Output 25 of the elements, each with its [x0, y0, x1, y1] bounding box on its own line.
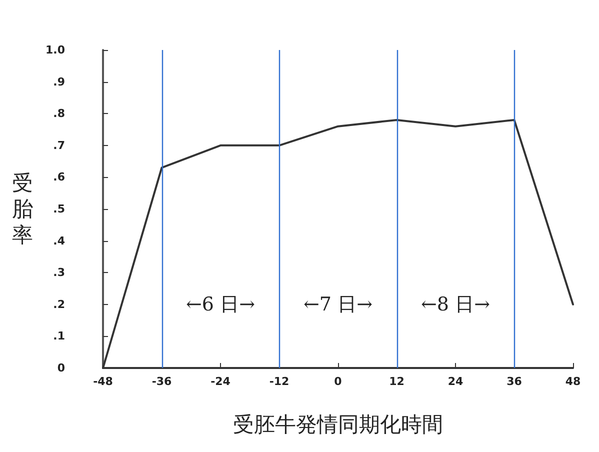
annotation: ←6 日→	[186, 293, 256, 316]
y-tick-label: .7	[53, 138, 65, 152]
y-tick-label: 0	[57, 362, 66, 374]
y-tick-label: .5	[53, 202, 65, 216]
x-tick-label: -36	[152, 375, 172, 388]
annotation: ←8 日→	[421, 293, 490, 316]
y-tick-label: .3	[53, 266, 65, 280]
x-tick-label: 24	[448, 375, 464, 388]
y-tick-label: 1.0	[46, 44, 66, 56]
x-tick-label: 36	[506, 375, 522, 388]
y-tick-label: .6	[53, 170, 66, 184]
x-tick-label: -48	[93, 375, 113, 388]
annotation: ←7 日→	[304, 293, 373, 316]
x-tick-label: 0	[334, 375, 342, 388]
x-tick-label: 12	[389, 375, 404, 388]
y-tick-label: .9	[53, 75, 65, 88]
y-tick-label: .8	[53, 107, 65, 120]
y-tick-label: .1	[53, 330, 65, 343]
y-tick-label: .4	[53, 234, 66, 248]
x-axis-title: 受胚牛発情同期化時間	[233, 412, 443, 436]
x-tick-label: -24	[210, 375, 231, 388]
x-tick-label: -12	[269, 375, 290, 388]
y-tick-label: .2	[53, 298, 65, 311]
y-axis-title: 受胎率	[12, 171, 33, 247]
x-tick-label: 48	[565, 375, 581, 388]
